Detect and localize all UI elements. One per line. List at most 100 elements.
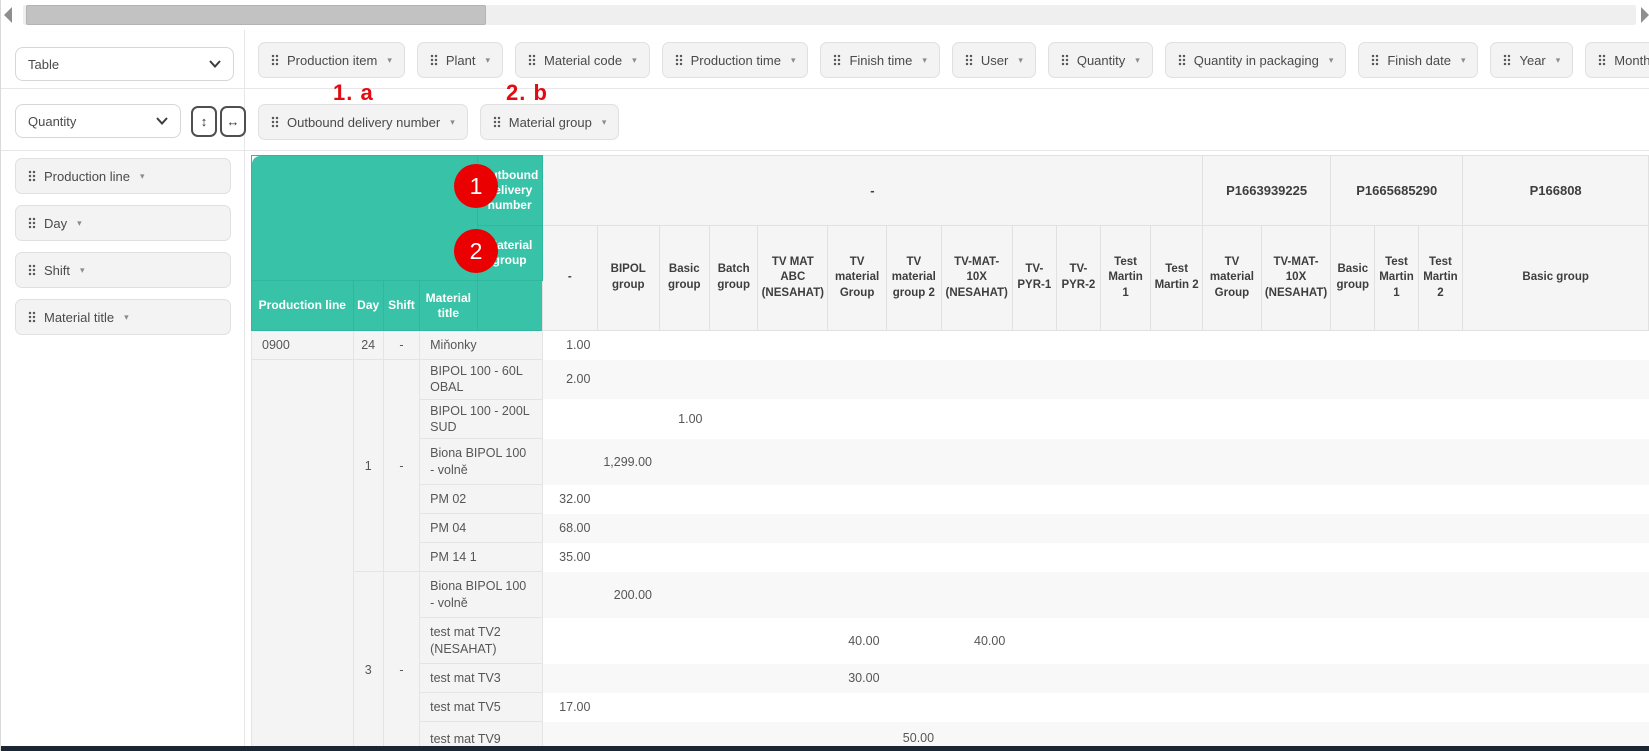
- column-group-: -: [541, 155, 1204, 226]
- chevron-down-icon[interactable]: ▾: [1328, 54, 1334, 65]
- value-cell: [1261, 330, 1331, 360]
- field-chip-production-line[interactable]: Production line ▾: [15, 158, 231, 194]
- table-select[interactable]: Table: [15, 47, 234, 81]
- field-chip-material-group[interactable]: Material group ▾: [479, 104, 620, 140]
- column-header-tv-mat-abc-nesahat: TV MAT ABC (NESAHAT): [757, 225, 829, 331]
- field-chip-outbound-delivery-number[interactable]: Outbound delivery number ▾: [258, 104, 468, 140]
- value-cell: [1150, 571, 1203, 618]
- field-chip-day[interactable]: Day ▾: [15, 205, 231, 241]
- field-chip-quantity[interactable]: Quantity ▾: [1047, 42, 1153, 78]
- window-bottom-edge: [1, 746, 1649, 751]
- vertical-resize-button[interactable]: ↕: [191, 106, 217, 137]
- value-cell: [827, 542, 887, 572]
- chevron-down-icon[interactable]: ▾: [1135, 54, 1140, 65]
- value-cell: [1261, 692, 1331, 722]
- value-cell: [941, 438, 1013, 485]
- table-row: PM 04 68.00: [252, 513, 1649, 543]
- value-cell: 1.00: [659, 399, 710, 439]
- value-cell: [1418, 571, 1463, 618]
- field-chip-label: Outbound delivery number: [287, 114, 441, 130]
- chevron-down-icon[interactable]: ▾: [632, 54, 637, 65]
- chevron-down-icon[interactable]: ▾: [124, 311, 129, 322]
- field-chip-material-title[interactable]: Material title ▾: [15, 299, 231, 335]
- chevron-down-icon: [209, 60, 221, 68]
- field-chip-production-item[interactable]: Production item ▾: [258, 42, 405, 78]
- field-chip-shift[interactable]: Shift ▾: [15, 252, 231, 288]
- field-chip-month[interactable]: Month▾: [1585, 42, 1649, 78]
- value-cell: [1056, 399, 1101, 439]
- row-header-title-shift: Shift: [382, 280, 421, 331]
- chevron-down-icon[interactable]: ▾: [922, 54, 927, 65]
- field-chip-year[interactable]: Year ▾: [1490, 42, 1574, 78]
- measure-select[interactable]: Quantity: [15, 104, 181, 138]
- value-cell: [709, 330, 758, 360]
- chevron-down-icon[interactable]: ▾: [790, 54, 796, 65]
- value-cell: [1418, 399, 1463, 439]
- value-cell: [1330, 438, 1375, 485]
- value-cell: [597, 399, 660, 439]
- value-cell: [1150, 484, 1203, 514]
- scroll-left-arrow-icon[interactable]: [4, 7, 12, 23]
- field-chip-material-code[interactable]: Material code ▾: [515, 42, 650, 78]
- value-cell: [941, 330, 1013, 360]
- value-cell: [1330, 571, 1375, 618]
- chevron-down-icon[interactable]: ▾: [77, 217, 82, 228]
- field-chip-finish-time[interactable]: Finish time ▾: [820, 42, 940, 78]
- value-cell: [827, 692, 887, 722]
- value-cell: [597, 513, 660, 543]
- scrollbar-thumb[interactable]: [26, 5, 486, 25]
- chevron-down-icon[interactable]: ▾: [485, 54, 491, 65]
- field-chip-production-time[interactable]: Production time ▾: [661, 42, 809, 78]
- chevron-down-icon[interactable]: ▾: [80, 264, 85, 275]
- drag-handle-icon: [674, 54, 683, 66]
- field-chip-plant[interactable]: Plant ▾: [416, 42, 504, 78]
- chevron-down-icon[interactable]: ▾: [140, 170, 145, 181]
- horizontal-scrollbar[interactable]: [1, 4, 1649, 26]
- chevron-down-icon[interactable]: ▾: [1460, 54, 1466, 65]
- value-cell: [1056, 692, 1101, 722]
- value-cell: [1374, 663, 1419, 693]
- table-row: BIPOL 100 - 200L SUD 1.00: [252, 398, 1649, 439]
- chevron-down-icon[interactable]: ▾: [1555, 54, 1561, 65]
- value-cell: [1374, 484, 1419, 514]
- value-cell: [1012, 542, 1057, 572]
- value-cell: [886, 663, 942, 693]
- chevron-down-icon[interactable]: ▾: [387, 54, 392, 65]
- value-cell: [941, 359, 1013, 399]
- value-cell: [1374, 542, 1419, 572]
- pivot-table-container: Outbound delivery number - P1663939225 P166…: [251, 155, 1649, 751]
- field-chip-user[interactable]: User ▾: [951, 42, 1036, 78]
- value-cell: [1150, 513, 1203, 543]
- field-chip-label: Shift: [44, 262, 71, 278]
- field-chip-label: Production time: [690, 52, 781, 68]
- chevron-down-icon[interactable]: ▾: [601, 116, 607, 127]
- value-cell: [757, 571, 828, 618]
- chevron-down-icon[interactable]: ▾: [450, 116, 455, 127]
- value-cell: [1150, 399, 1203, 439]
- column-header-: -: [541, 225, 598, 331]
- day-cell: 24: [352, 330, 384, 360]
- value-cell: [1100, 330, 1151, 360]
- field-chip-label: Material group: [508, 114, 592, 130]
- field-chip-finish-date[interactable]: Finish date ▾: [1358, 42, 1479, 78]
- value-cell: [1462, 438, 1649, 485]
- value-cell: [827, 330, 887, 360]
- value-cell: [597, 359, 660, 399]
- value-cell: [659, 692, 710, 722]
- annotation-badge-1: 1: [454, 164, 498, 208]
- column-header-tv-material-group: TV material Group: [827, 225, 888, 331]
- material-title-cell: test mat TV3: [419, 663, 543, 693]
- drag-handle-icon: [28, 217, 36, 229]
- value-cell: [1150, 692, 1203, 722]
- column-group-p1665685290: P1665685290: [1330, 155, 1464, 226]
- chevron-down-icon[interactable]: ▾: [1018, 54, 1023, 65]
- pivot-body: 0900 24- Miňonky 1.00 1- BIPOL 100 - 60L OBAL…: [251, 330, 1649, 751]
- field-chip-label: Quantity in packaging: [1193, 52, 1319, 68]
- column-header-tv-mat-10x-nesahat: TV-MAT-10X (NESAHAT): [940, 225, 1013, 331]
- value-cell: [1202, 484, 1262, 514]
- value-cell: 40.00: [827, 617, 887, 664]
- field-chip-quantity-in-packaging[interactable]: Quantity in packaging ▾: [1164, 42, 1347, 78]
- value-cell: [1462, 330, 1649, 360]
- scroll-right-arrow-icon[interactable]: [1641, 7, 1649, 23]
- horizontal-resize-button[interactable]: ↔: [220, 106, 246, 137]
